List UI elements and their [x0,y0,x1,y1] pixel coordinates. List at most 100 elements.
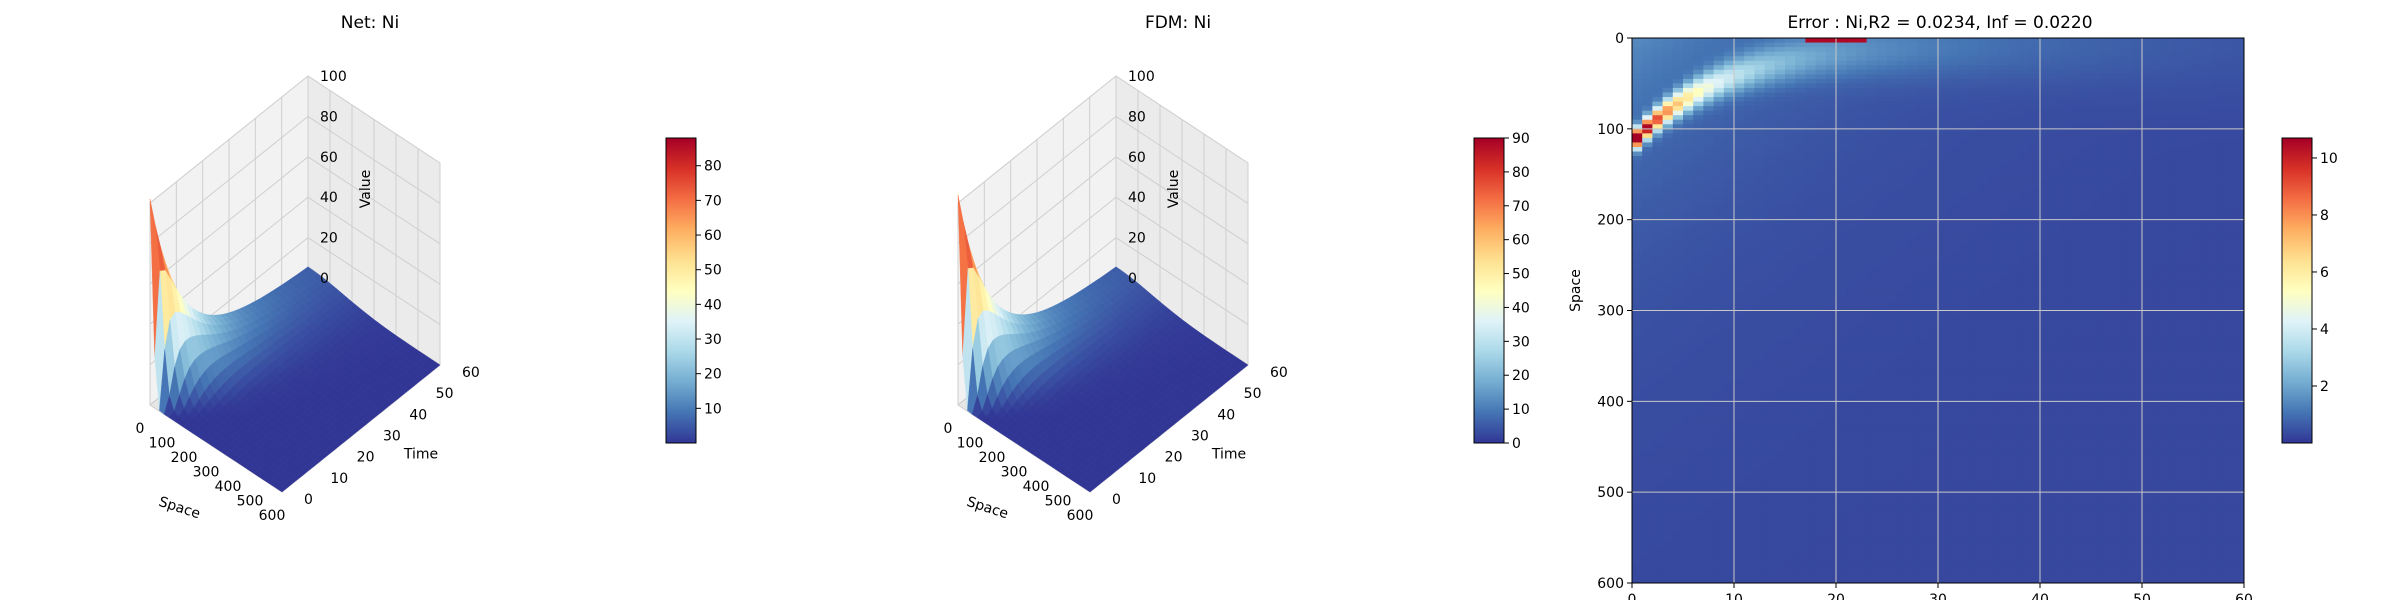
heatmap-cell [1795,301,1806,307]
heatmap-cell [1693,555,1704,561]
heatmap-cell [1805,455,1817,461]
grid-line [957,196,1249,325]
heatmap-cell [1642,278,1653,284]
heatmap-cell [1876,174,1888,180]
heatmap-cell [1693,333,1704,339]
heatmap-cell [1693,533,1704,539]
heatmap-cell [1785,564,1796,570]
heatmap-cell [1856,201,1868,207]
heatmap-cell [1662,542,1674,548]
heatmap-cell [1876,187,1888,193]
heatmap-cell [1897,206,1908,212]
heatmap-cell [1652,501,1664,507]
heatmap-cell [1632,351,1643,357]
z-tick-label: 80 [320,109,338,125]
heatmap-cell [1713,501,1725,507]
heatmap-cell [1713,133,1725,139]
heatmap-cell [1785,187,1796,193]
heatmap-cell [1846,228,1857,234]
colorbar-tick-label: 80 [704,159,722,175]
heatmap-cell [1805,56,1817,62]
heatmap-cell [1754,405,1766,411]
heatmap-cell [1836,260,1847,266]
heatmap-cell [1703,174,1715,180]
heatmap-cell [1744,78,1755,84]
heatmap-cell [1754,496,1766,502]
heatmap-cell [1887,469,1898,475]
heatmap-cell [1856,573,1868,579]
heatmap-cell [1815,292,1827,298]
heatmap-cell [1642,414,1653,420]
heatmap-cell [1652,110,1664,116]
heatmap-cell [1652,405,1664,411]
heatmap-cell [1815,505,1827,511]
heatmap-cell [1693,92,1704,98]
heatmap-cell [1825,160,1837,166]
heatmap-cell [1734,355,1745,361]
heatmap-cell [1876,137,1888,143]
heatmap-cell [1713,69,1725,75]
heatmap-cell [1672,83,1684,89]
heatmap-cell [1856,142,1868,148]
heatmap-cell [1734,469,1745,475]
heatmap-cell [1672,328,1684,334]
heatmap-cell [1856,492,1868,498]
heatmap-cell [1825,455,1837,461]
surface-plot-fdm: 0100200300400500600010203040506002040608… [944,69,1530,524]
heatmap-cell [1744,156,1755,162]
heatmap-cell [1744,287,1755,293]
heatmap-cell [1662,224,1674,230]
colorbar-tick-label: 30 [1512,334,1530,350]
heatmap-cell [1795,542,1806,548]
heatmap-cell [1876,115,1888,121]
heatmap-cell [1652,542,1664,548]
heatmap-cell [1815,224,1827,230]
heatmap-cell [1825,437,1837,443]
heatmap-cell [1632,374,1643,380]
heatmap-cell [1764,256,1776,262]
heatmap-cell [1866,196,1878,202]
heatmap-cell [1744,360,1755,366]
heatmap-cell [1662,514,1674,520]
heatmap-cell [1734,56,1745,62]
heatmap-cell [1815,446,1827,452]
heatmap-cell [1754,296,1766,302]
heatmap-cell [1785,514,1796,520]
heatmap-cell [1672,551,1684,557]
heatmap-cell [1744,433,1755,439]
heatmap-cell [1825,224,1837,230]
heatmap-cell [1683,492,1694,498]
heatmap-cell [1897,119,1908,125]
heatmap-cell [1632,183,1643,189]
heatmap-cell [1795,564,1806,570]
heatmap-cell [1754,56,1766,62]
heatmap-cell [1815,201,1827,207]
heatmap-cell [1836,265,1847,271]
heatmap-cell [1703,360,1715,366]
heatmap-cell [1754,346,1766,352]
heatmap-cell [1764,501,1776,507]
heatmap-cell [1683,228,1694,234]
heatmap-cell [1825,156,1837,162]
heatmap-cell [1815,387,1827,393]
heatmap-cell [1723,246,1735,252]
heatmap-cell [1866,115,1878,121]
heatmap-cell [1703,419,1715,425]
heatmap-cell [1744,419,1755,425]
heatmap-cell [1744,528,1755,534]
heatmap-cell [1764,369,1776,375]
heatmap-cell [1825,278,1837,284]
heatmap-cell [1683,287,1694,293]
heatmap-cell [1693,424,1704,430]
heatmap-cell [1836,374,1847,380]
heatmap-cell [1672,387,1684,393]
heatmap-cell [1652,260,1664,266]
heatmap-cell [1795,192,1806,198]
heatmap-cell [1897,296,1908,302]
heatmap-cell [1713,92,1725,98]
heatmap-cell [1754,256,1766,262]
heatmap-cell [1846,196,1857,202]
heatmap-cell [1642,183,1653,189]
heatmap-cell [1754,151,1766,157]
heatmap-cell [1846,328,1857,334]
